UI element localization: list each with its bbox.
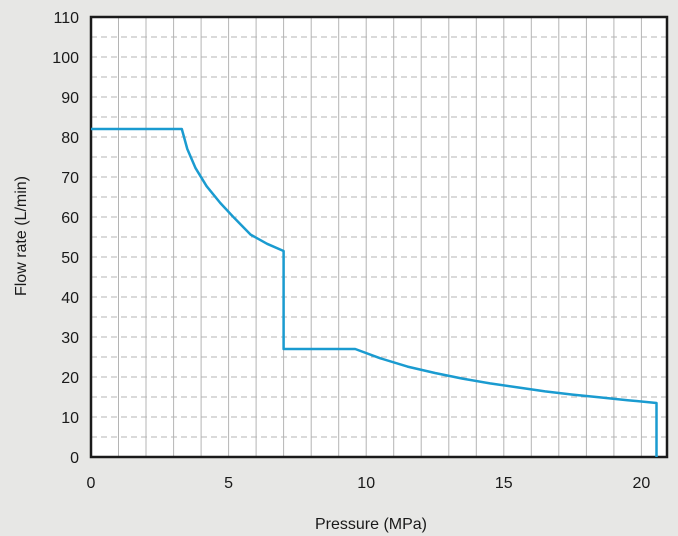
y-tick-label: 20 [61,370,79,387]
x-tick-label: 0 [87,475,96,492]
y-tick-label: 70 [61,170,79,187]
y-tick-label: 0 [70,450,79,467]
x-tick-label: 15 [495,475,513,492]
plot-frame [89,15,669,459]
y-tick-label: 80 [61,130,79,147]
y-tick-label: 90 [61,90,79,107]
x-axis-title: Pressure (MPa) [315,516,427,533]
y-tick-label: 110 [53,10,79,27]
series-layer [91,127,658,457]
series-line [91,127,658,457]
y-tick-labels: 0 10 20 30 40 50 60 70 80 90 100 110 [52,10,79,467]
x-tick-labels: 0 5 10 15 20 [87,475,651,492]
y-tick-label: 100 [52,50,79,67]
x-tick-label: 10 [357,475,375,492]
y-tick-label: 10 [61,410,79,427]
y-tick-label: 60 [61,210,79,227]
x-tick-label: 5 [224,475,233,492]
grid [91,17,667,457]
y-tick-label: 40 [61,290,79,307]
y-axis-title: Flow rate (L/min) [13,176,30,296]
y-tick-label: 50 [61,250,79,267]
y-tick-label: 30 [61,330,79,347]
x-tick-label: 20 [633,475,651,492]
plot-background [91,17,667,457]
